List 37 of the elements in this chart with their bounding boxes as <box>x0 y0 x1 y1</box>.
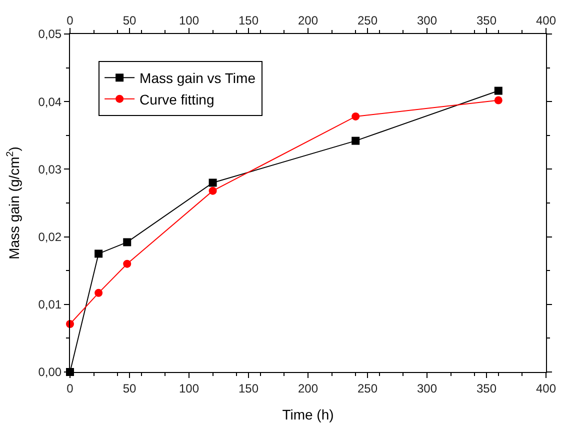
point <box>208 178 217 187</box>
point <box>494 86 502 95</box>
x2-tick-label: 400 <box>536 381 556 396</box>
y-tick-label: 0,04 <box>38 94 62 109</box>
point <box>208 186 217 195</box>
x-tick-label: 300 <box>416 14 438 28</box>
x-tick-label: 150 <box>238 14 259 28</box>
x-tick-label: 0 <box>66 14 74 28</box>
x2-tick-label: 100 <box>178 381 200 396</box>
x-tick-label: 350 <box>476 14 497 28</box>
x2-tick-label: 0 <box>66 381 74 396</box>
legend-label: Mass gain vs Time <box>140 70 256 86</box>
x-tick-label: 250 <box>357 14 378 28</box>
x2-tick-label: 250 <box>357 381 378 396</box>
y-tick-label: 0,02 <box>38 230 62 244</box>
y-tick-label: 0,03 <box>38 162 62 176</box>
point <box>352 112 360 120</box>
x-tick-label: 400 <box>536 14 556 28</box>
point <box>94 250 103 258</box>
x-axis-title: Time (h) <box>282 406 334 423</box>
x2-tick-label: 150 <box>238 381 259 396</box>
y-tick-label: 0,05 <box>38 27 62 42</box>
point <box>94 288 103 297</box>
y-tick-label: 0,01 <box>38 298 62 312</box>
point <box>123 260 132 268</box>
point <box>352 136 360 145</box>
legend-label: Curve fitting <box>140 91 214 108</box>
x-tick-label: 50 <box>122 14 136 28</box>
x2-tick-label: 50 <box>122 381 136 396</box>
point <box>494 96 502 104</box>
x2-tick-label: 300 <box>416 381 438 396</box>
x-tick-label: 100 <box>178 14 200 28</box>
y-tick-label: 0,00 <box>38 365 62 380</box>
x2-tick-label: 350 <box>476 381 497 396</box>
point <box>123 238 132 246</box>
x-tick-label: 200 <box>298 14 318 28</box>
x2-tick-label: 200 <box>298 381 318 396</box>
